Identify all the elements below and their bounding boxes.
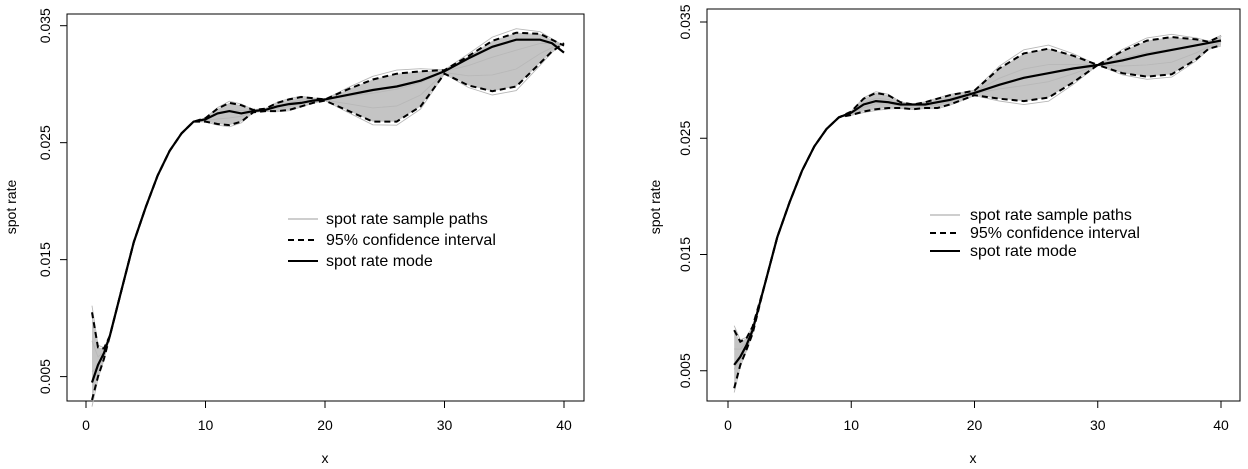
- legend-label-confidence: 95% confidence interval: [326, 232, 496, 249]
- x-tick-label: 40: [1213, 417, 1229, 433]
- axis-ticks: 0 10 20 30 40 0.005 0.015 0.025 0.035: [37, 8, 572, 433]
- legend: spot rate sample paths 95% confidence in…: [288, 211, 496, 270]
- axis-ticks: 0 10 20 30 40 0.005 0.015 0.025 0.035: [677, 4, 1229, 433]
- y-tick-label: 0.015: [677, 237, 693, 272]
- y-tick-label: 0.015: [37, 242, 53, 277]
- y-axis-label: spot rate: [3, 180, 19, 235]
- x-tick-label: 0: [724, 417, 732, 433]
- mode-line: [733, 39, 1222, 366]
- legend: spot rate sample paths 95% confidence in…: [930, 207, 1140, 260]
- ci-lower-line: [733, 44, 1222, 389]
- chart-panel-right: 0 10 20 30 40 0.005 0.015 0.025 0.035 x spot rat…: [647, 4, 1241, 466]
- legend-label-mode: spot rate mode: [970, 243, 1077, 260]
- x-tick-label: 10: [198, 417, 214, 433]
- x-tick-label: 40: [556, 417, 572, 433]
- mode-line: [90, 38, 565, 383]
- x-axis-label: x: [322, 450, 329, 466]
- y-tick-label: 0.025: [37, 125, 53, 160]
- plot-frame: [706, 8, 1241, 402]
- series-layer: [733, 35, 1222, 389]
- legend-label-sample-paths: spot rate sample paths: [970, 207, 1132, 224]
- sample-path-line: [733, 33, 1222, 341]
- sample-paths-fill: [734, 36, 1221, 389]
- y-tick-label: 0.005: [677, 353, 693, 388]
- y-tick-label: 0.025: [677, 121, 693, 156]
- legend-label-confidence: 95% confidence interval: [970, 225, 1140, 242]
- sample-path-line: [734, 38, 1222, 350]
- y-axis-label: spot rate: [647, 180, 663, 235]
- sample-path-line: [91, 43, 565, 372]
- ci-upper-line: [733, 35, 1222, 344]
- y-tick-label: 0.035: [677, 4, 693, 39]
- chart-panel-left: 0 10 20 30 40 0.005 0.015 0.025 0.035 x spot rat…: [3, 8, 585, 466]
- legend-label-mode: spot rate mode: [326, 253, 433, 270]
- x-tick-label: 20: [317, 417, 333, 433]
- x-axis-label: x: [970, 450, 977, 466]
- legend-label-sample-paths: spot rate sample paths: [326, 211, 488, 228]
- x-tick-label: 0: [82, 417, 90, 433]
- x-tick-label: 20: [967, 417, 983, 433]
- series-layer: [90, 31, 565, 401]
- sample-paths-fill: [92, 32, 564, 400]
- x-tick-label: 30: [1090, 417, 1106, 433]
- x-tick-label: 30: [437, 417, 453, 433]
- y-tick-label: 0.035: [37, 8, 53, 43]
- x-tick-label: 10: [843, 417, 859, 433]
- y-tick-label: 0.005: [37, 359, 53, 394]
